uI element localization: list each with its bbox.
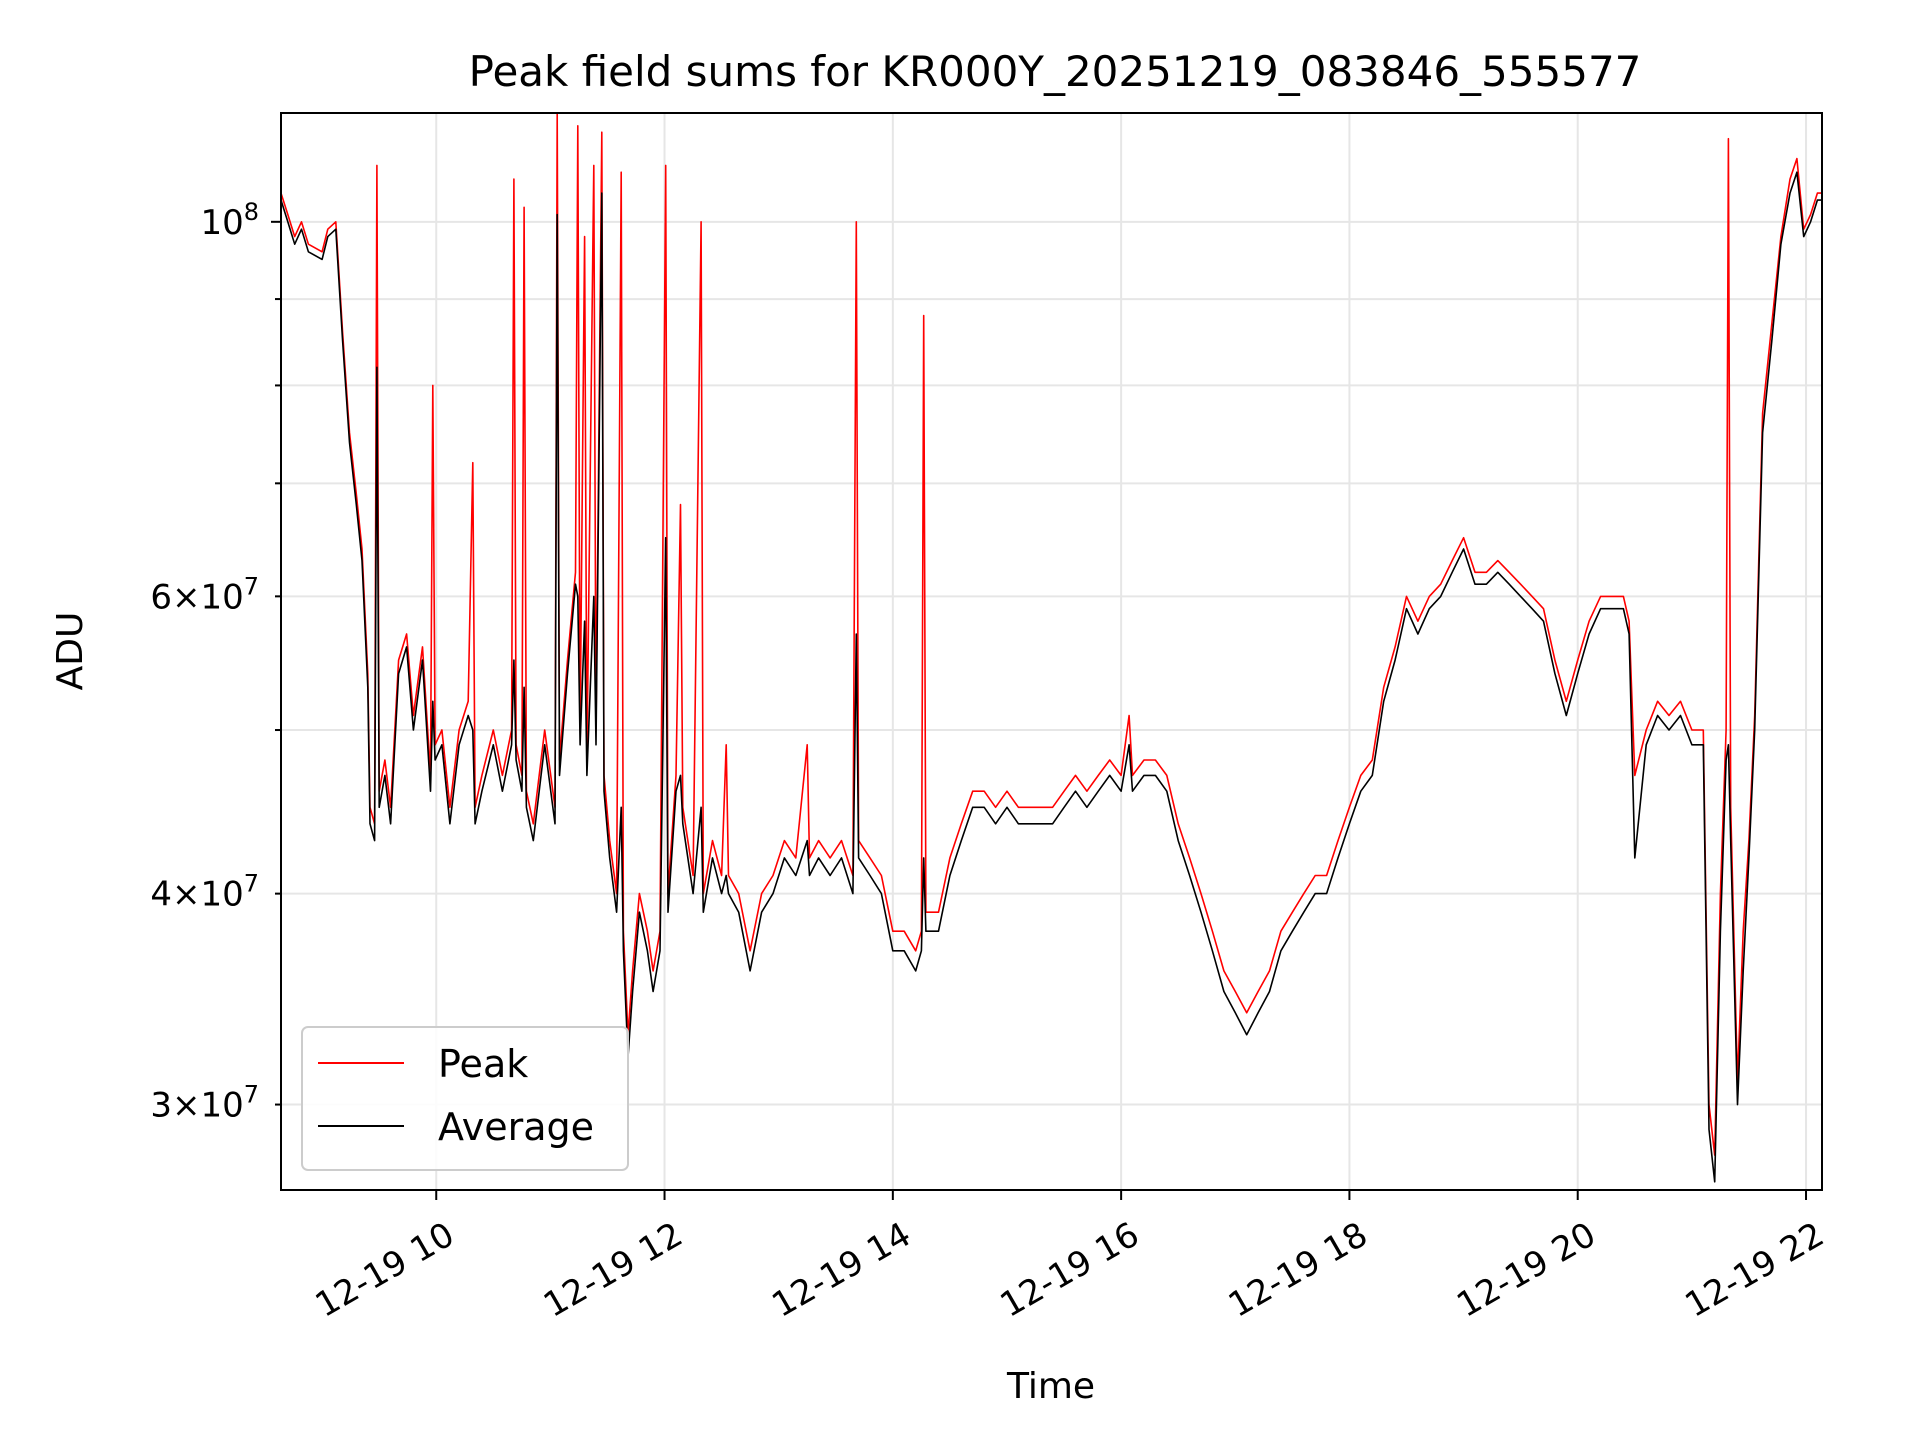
series-line-average	[281, 171, 1822, 1183]
y-axis-label: ADU	[50, 612, 91, 691]
legend-label-peak: Peak	[438, 1042, 528, 1086]
series-line-peak	[281, 113, 1822, 1156]
legend: Peak Average	[301, 1026, 629, 1171]
y-tick-label: 4×107	[150, 870, 259, 915]
x-axis-label: Time	[1006, 1366, 1095, 1407]
y-tick-label: 108	[200, 198, 259, 243]
chart-title: Peak field sums for KR000Y_20251219_0838…	[469, 47, 1642, 96]
series-layer	[281, 113, 1822, 1183]
y-tick-label: 3×107	[150, 1081, 259, 1126]
y-tick-label: 6×107	[150, 572, 259, 617]
plot-frame	[280, 112, 1823, 1191]
legend-label-average: Average	[438, 1105, 594, 1149]
y-axis: 108 3×107 4×107 6×107	[150, 198, 281, 1126]
